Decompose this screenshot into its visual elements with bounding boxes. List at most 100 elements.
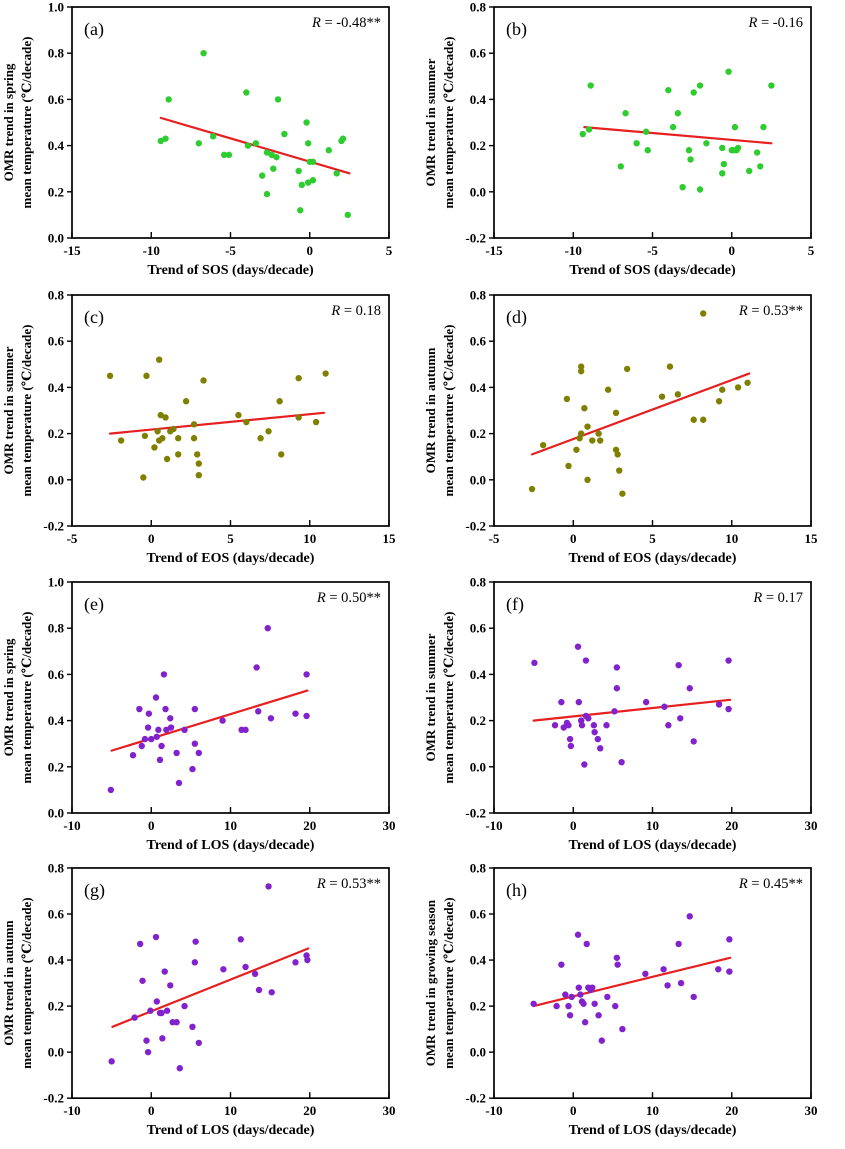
data-point bbox=[669, 123, 677, 131]
data-point bbox=[160, 671, 168, 678]
data-point bbox=[295, 374, 302, 382]
data-point bbox=[235, 411, 242, 419]
panel-letter: (f) bbox=[506, 594, 524, 615]
chart-panel-g: -10 0 10 20 30 -0.2 0.0 0.2 0.4 0.6 0.8 (g) R = 0.53… bbox=[1, 861, 396, 1138]
plot-border bbox=[71, 6, 390, 239]
y-tick-label: 0.4 bbox=[48, 138, 65, 153]
data-point bbox=[161, 968, 168, 975]
data-point bbox=[719, 144, 726, 152]
data-point bbox=[175, 779, 183, 787]
x-tick-label: 0 bbox=[307, 243, 314, 258]
data-point bbox=[665, 722, 672, 729]
panel-letter: (e) bbox=[84, 594, 104, 615]
regression-line bbox=[110, 689, 309, 752]
data-point bbox=[253, 664, 260, 671]
data-point bbox=[577, 430, 585, 437]
data-point bbox=[153, 733, 160, 740]
chart-panel-b: -15 -10 -5 0 5 -0.2 0.0 0.2 0.4 0.6 0.8 (b) R = -0.1… bbox=[423, 0, 815, 278]
data-point bbox=[565, 1002, 572, 1010]
x-tick-label: -10 bbox=[143, 243, 160, 258]
data-point bbox=[690, 738, 697, 745]
data-point bbox=[675, 940, 682, 948]
data-point bbox=[151, 444, 158, 451]
y-tick-label: -0.2 bbox=[465, 519, 486, 534]
x-tick-label: 20 bbox=[725, 1103, 738, 1118]
panel-e-cell: -10 0 10 20 30 0.0 0.2 0.4 0.6 0.8 1.0 (e) R = 0.50*… bbox=[0, 575, 423, 863]
data-point bbox=[603, 722, 610, 729]
data-point bbox=[108, 1058, 115, 1065]
x-tick-label: 30 bbox=[383, 818, 396, 833]
data-point bbox=[725, 68, 732, 75]
x-tick-label: 0 bbox=[570, 1103, 576, 1118]
x-tick-label: -5 bbox=[647, 243, 658, 258]
data-point bbox=[309, 177, 317, 184]
correlation-label: R = 0.53** bbox=[738, 303, 803, 319]
data-point bbox=[690, 416, 697, 423]
data-point bbox=[591, 1000, 598, 1007]
regression-line bbox=[111, 947, 310, 1028]
y-tick-label: 0.8 bbox=[470, 288, 487, 303]
data-point bbox=[587, 82, 594, 89]
data-point bbox=[566, 1012, 574, 1019]
y-axis-title-line2: mean temperature (℃/decade) bbox=[19, 897, 34, 1068]
y-tick-label: 0.2 bbox=[470, 713, 486, 728]
y-tick-label: 0.0 bbox=[470, 472, 486, 487]
data-point bbox=[163, 726, 170, 734]
data-point bbox=[106, 372, 114, 380]
data-point bbox=[191, 740, 199, 747]
y-axis-title-line2: mean temperature (℃/decade) bbox=[441, 611, 456, 783]
data-point bbox=[528, 485, 536, 493]
data-point bbox=[159, 435, 166, 442]
y-axis-title-line1: OMR trend in summer bbox=[1, 346, 16, 474]
data-point bbox=[719, 170, 726, 177]
data-point bbox=[584, 476, 591, 483]
data-point bbox=[551, 722, 559, 729]
chart-panel-e: -10 0 10 20 30 0.0 0.2 0.4 0.6 0.8 1.0 (e) R = 0.50*… bbox=[1, 575, 396, 853]
data-point bbox=[141, 432, 149, 440]
data-point bbox=[595, 430, 602, 437]
plot-border bbox=[493, 867, 812, 1100]
x-tick-label: 15 bbox=[805, 531, 819, 546]
data-point bbox=[174, 451, 182, 458]
data-point bbox=[144, 1048, 152, 1056]
data-point bbox=[679, 183, 686, 191]
y-tick-label: 0.0 bbox=[48, 472, 64, 487]
data-point bbox=[604, 993, 611, 1001]
y-tick-label: 0.6 bbox=[470, 907, 487, 922]
data-point bbox=[703, 140, 710, 147]
data-point bbox=[553, 1002, 560, 1010]
data-point bbox=[195, 1039, 202, 1047]
panel-f-cell: -10 0 10 20 30 -0.2 0.0 0.2 0.4 0.6 0.8 (f) R = 0.17… bbox=[422, 575, 845, 863]
data-point bbox=[696, 186, 704, 193]
y-tick-label: 0.4 bbox=[48, 953, 65, 968]
x-tick-label: 5 bbox=[649, 531, 656, 546]
data-point bbox=[158, 742, 165, 750]
data-point bbox=[157, 137, 164, 145]
x-axis-title: Trend of EOS (days/decade) bbox=[569, 551, 737, 566]
data-point bbox=[612, 1002, 619, 1010]
x-tick-label: 20 bbox=[725, 818, 738, 833]
x-tick-label: 30 bbox=[805, 1103, 818, 1118]
y-tick-label: 0.2 bbox=[470, 138, 486, 153]
data-point bbox=[715, 398, 723, 405]
x-tick-label: 10 bbox=[303, 531, 316, 546]
data-point bbox=[642, 698, 650, 706]
data-point bbox=[613, 664, 621, 671]
data-point bbox=[154, 428, 161, 435]
data-point bbox=[715, 701, 723, 708]
data-point bbox=[560, 724, 567, 731]
y-tick-label: 0.0 bbox=[470, 759, 486, 774]
data-point bbox=[265, 428, 272, 435]
y-tick-label: 0.0 bbox=[48, 231, 64, 246]
correlation-label: R = 0.45** bbox=[738, 876, 803, 892]
data-point bbox=[141, 735, 149, 743]
data-point bbox=[170, 425, 177, 433]
data-point bbox=[255, 986, 263, 994]
x-tick-label: -5 bbox=[67, 531, 78, 546]
data-point bbox=[303, 712, 310, 720]
x-tick-label: -10 bbox=[63, 818, 80, 833]
data-point bbox=[157, 411, 164, 419]
data-point bbox=[107, 786, 115, 794]
data-point bbox=[596, 745, 604, 752]
data-point bbox=[153, 998, 160, 1005]
